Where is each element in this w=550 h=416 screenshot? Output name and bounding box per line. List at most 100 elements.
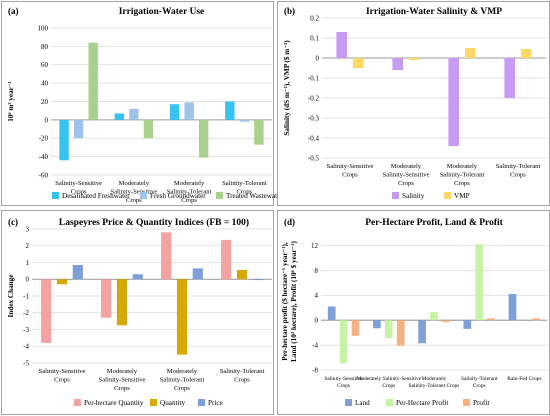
legend-swatch <box>52 192 59 199</box>
y-tick-label: -0.1 <box>308 74 320 82</box>
category-label: Salinity-Sensitive <box>55 180 102 187</box>
legend-label: Per-hectare Quantity <box>84 399 144 407</box>
bar-profit <box>487 318 495 321</box>
bar-quantity <box>236 270 248 280</box>
y-tick-label: -0.2 <box>308 94 320 102</box>
bar-per-hectare-profit <box>339 320 348 364</box>
bar-per-hectare-profit <box>384 320 393 339</box>
bar-treated-wastewater <box>88 42 98 120</box>
bar-desalinated-freshwater <box>59 119 69 161</box>
y-tick-label: -8 <box>312 366 318 374</box>
bar-fresh-groundwater <box>129 108 139 120</box>
panel-label: (b) <box>284 6 295 16</box>
y-tick-label: -0.5 <box>308 154 320 162</box>
legend-label: Per-Hectare Profit <box>396 399 448 407</box>
category-label: Salinity-Tolerant <box>496 163 541 170</box>
legend-label: Price <box>208 399 223 407</box>
category-label: Crops <box>454 180 470 187</box>
bar-desalinated-freshwater <box>114 113 125 120</box>
legend-label: Fresh Groundwater <box>150 192 206 200</box>
bar-vmp <box>464 48 476 58</box>
y-tick-label: 0 <box>45 116 49 124</box>
y-tick-label: 80 <box>41 43 49 51</box>
category-label: Moderately <box>447 163 478 170</box>
legend-swatch <box>386 399 393 406</box>
y-tick-label: 12 <box>311 242 319 250</box>
bar-salinity <box>392 58 404 70</box>
y-tick-label: 1 <box>26 259 30 267</box>
y-tick-label: 60 <box>41 61 49 69</box>
y-tick-label: -3 <box>23 326 29 334</box>
bar-land <box>327 306 336 321</box>
legend-swatch <box>198 399 205 406</box>
y-tick-label: 0 <box>316 54 320 62</box>
category-label: Crops <box>54 377 70 384</box>
category-label: Crops <box>174 385 190 392</box>
bar-desalinated-freshwater <box>225 101 235 120</box>
category-label: Moderately <box>174 180 205 187</box>
bar-per-hectare-quantity <box>221 239 232 280</box>
panel-frame <box>277 210 550 415</box>
category-label: Salinity-Tolerant <box>222 180 267 187</box>
y-tick-label: -40 <box>39 153 49 161</box>
y-tick-label: 0.2 <box>310 14 319 22</box>
legend-label: VMP <box>454 192 470 200</box>
category-label: Salinity-Tolerant <box>461 376 498 382</box>
category-label: Moderately <box>391 163 422 170</box>
legend-swatch <box>345 399 352 406</box>
y-tick-label: -4 <box>23 343 29 351</box>
bar-vmp <box>352 58 364 68</box>
category-label: Salinity-Sensitive <box>327 163 374 170</box>
bar-fresh-groundwater <box>73 119 84 139</box>
bar-quantity <box>176 279 188 355</box>
category-label: Crops <box>181 197 197 204</box>
legend-label: Desalinated Freshwater <box>62 192 130 200</box>
category-label: Crops <box>342 172 358 179</box>
bar-vmp <box>408 58 420 60</box>
bar-price <box>132 274 143 280</box>
bar-salinity <box>504 58 516 98</box>
y-tick-label: 40 <box>41 80 49 88</box>
category-label: Salinity-Tolerant <box>167 189 212 196</box>
bar-salinity <box>336 32 348 58</box>
category-label: Crops <box>71 189 87 196</box>
bar-land <box>373 320 381 329</box>
category-label: Salinity-Tolerant <box>160 377 205 384</box>
bar-land <box>508 294 517 321</box>
category-label: Crops <box>382 383 395 389</box>
bar-fresh-groundwater <box>239 119 250 122</box>
legend-swatch <box>463 399 470 406</box>
legend-label: Land <box>355 399 370 407</box>
panel-a: (a) Irrigation-Water Use -60 -40 -20 0 20 40 60 8… <box>1 1 283 206</box>
y-tick-label: -5 <box>23 359 29 367</box>
y-tick-label: 0 <box>26 276 30 284</box>
legend-swatch <box>444 192 451 199</box>
category-label: Crops <box>510 172 526 179</box>
chart-title: Irrigation-Water Salinity & VMP <box>366 7 502 17</box>
legend-label: Treated Wastewater <box>226 192 283 200</box>
y-tick-label: 3 <box>26 225 30 233</box>
bar-price <box>252 279 263 281</box>
bar-land <box>418 320 426 344</box>
bar-profit <box>442 320 450 323</box>
legend-swatch <box>216 192 223 199</box>
category-label: Crops <box>337 383 350 389</box>
y-tick-label: 2 <box>26 242 30 250</box>
y-tick-label: -4 <box>312 341 318 349</box>
legend-swatch <box>140 192 147 199</box>
bar-treated-wastewater <box>198 119 209 158</box>
y-tick-label: -0.3 <box>308 114 320 122</box>
legend-swatch <box>150 399 157 406</box>
legend-swatch <box>392 192 399 199</box>
bar-per-hectare-profit <box>475 244 484 321</box>
y-tick-label: 8 <box>315 267 319 275</box>
category-label: Crops <box>114 385 130 392</box>
category-label: Moderately <box>167 368 198 375</box>
bar-price <box>192 268 203 280</box>
y-axis-label: 10⁶ m³ year⁻¹ <box>7 81 15 122</box>
category-label: Rain-Fed Crops <box>507 376 541 382</box>
bar-treated-wastewater <box>254 119 264 145</box>
y-axis-label: Salinity (dS m⁻¹), VMP ($ m⁻³) <box>283 40 291 136</box>
bar-treated-wastewater <box>143 119 154 139</box>
y-tick-label: 100 <box>38 24 49 32</box>
